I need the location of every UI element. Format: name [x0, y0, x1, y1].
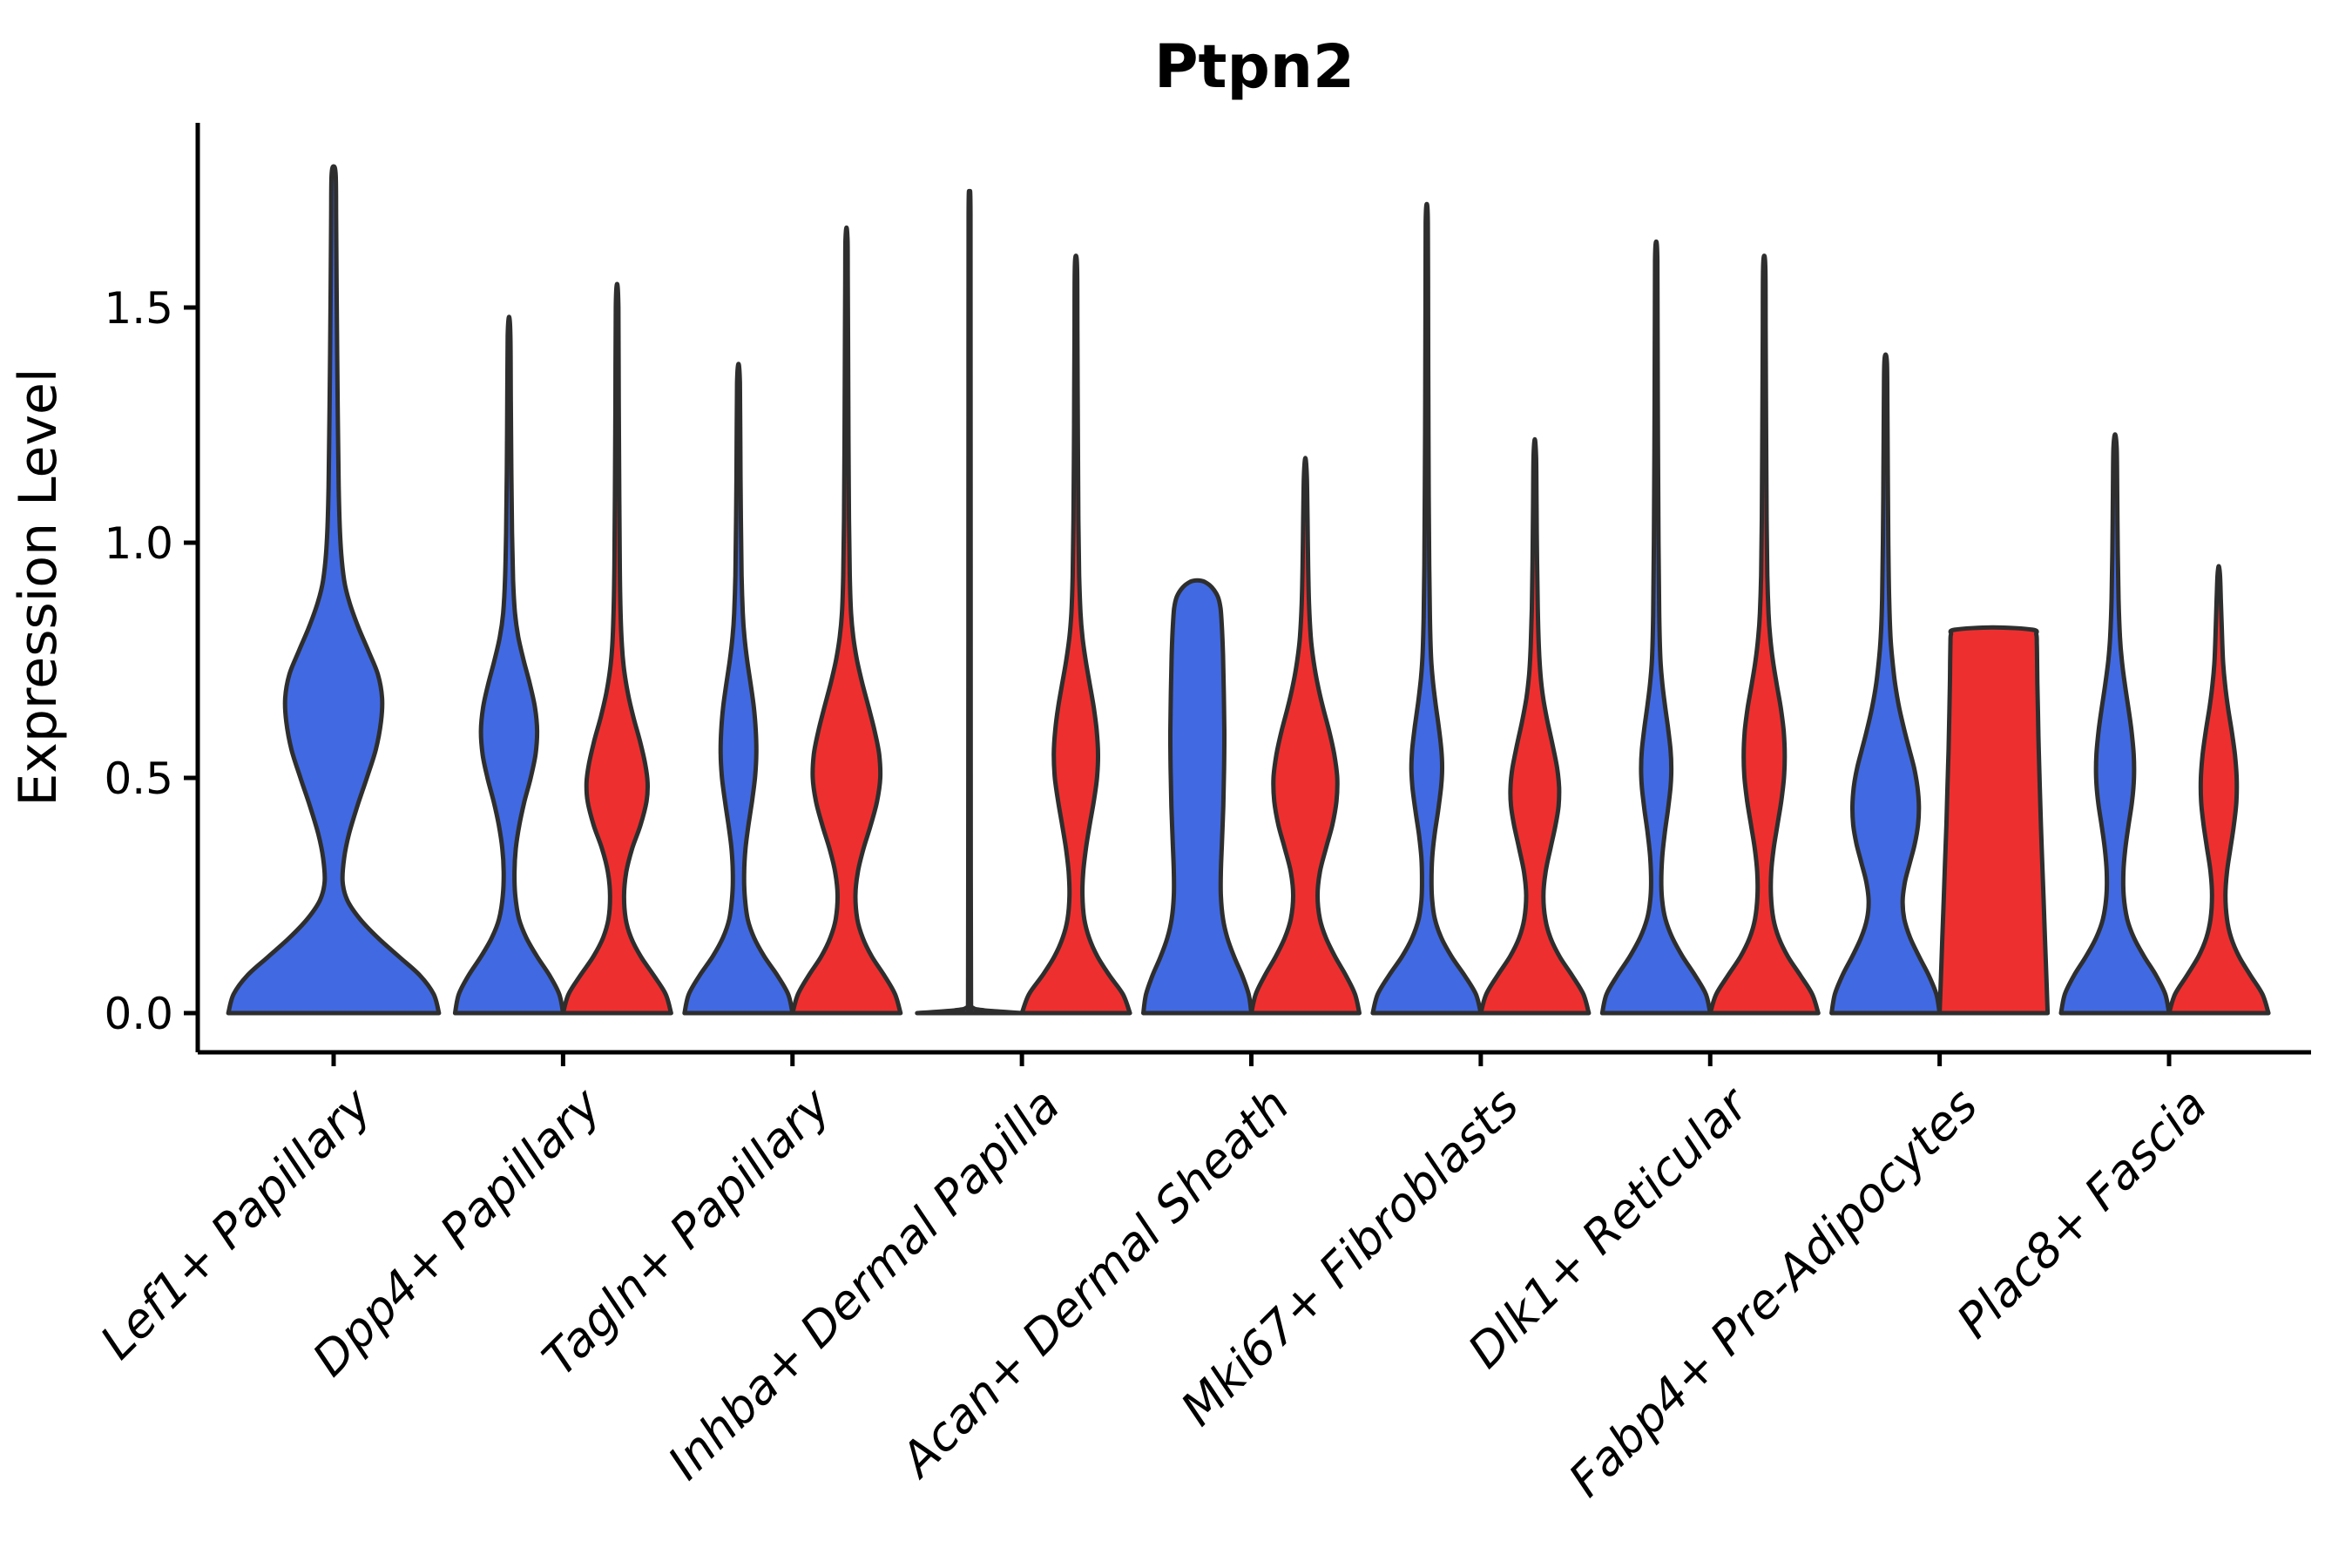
y-tick-label: 1.5 [104, 283, 173, 334]
violin-3-red [790, 225, 903, 1016]
violin-5-red [1249, 456, 1362, 1016]
violin-2-red [560, 281, 673, 1016]
x-tick-label: Acan+ Dermal Sheath [889, 1078, 1300, 1489]
violin-8-red [1937, 625, 2051, 1016]
axes [184, 123, 2311, 1066]
y-tick-label: 0.0 [104, 989, 173, 1039]
violin-7-red [1707, 253, 1821, 1016]
y-axis-label: Expression Level [8, 368, 69, 806]
violin-2-blue [452, 314, 565, 1016]
x-tick-label: Fabp4+ Pre-Adipocytes [1558, 1078, 1988, 1507]
y-tick-label: 1.0 [104, 518, 173, 569]
violin-9-blue [2058, 432, 2172, 1016]
violin-4-red [1019, 253, 1132, 1016]
violin-7-blue [1599, 239, 1713, 1016]
violin-4-blue [915, 188, 1024, 1016]
violin-1-blue [226, 164, 442, 1016]
plot-title: Ptpn2 [1154, 32, 1355, 102]
violin-6-blue [1370, 201, 1484, 1016]
x-tick-label: Plac8+ Fascia [1946, 1078, 2217, 1348]
violins [226, 164, 2271, 1016]
violin-5-blue [1141, 578, 1254, 1016]
violin-8-blue [1829, 352, 1943, 1016]
violin-3-blue [682, 362, 795, 1016]
violin-6-red [1478, 436, 1592, 1016]
y-tick-label: 0.5 [104, 754, 173, 804]
x-tick-label: Inhba+ Dermal Papilla [658, 1078, 1071, 1490]
y-tick-labels: 0.0 0.5 1.0 1.5 [104, 283, 173, 1039]
violin-9-red [2166, 564, 2271, 1016]
